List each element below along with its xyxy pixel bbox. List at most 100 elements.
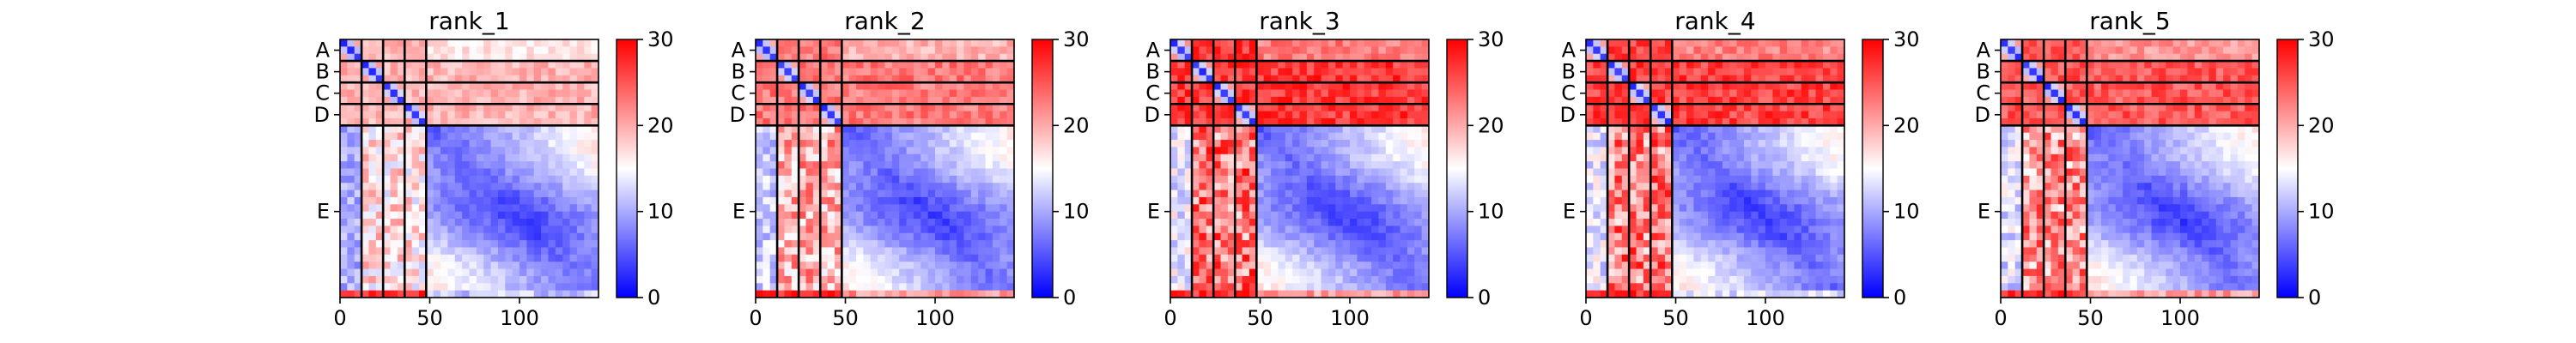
heatmap-cell (1815, 53, 1824, 62)
heatmap-cell (1772, 161, 1781, 170)
heatmap-cell (1256, 82, 1265, 91)
heatmap-cell (1263, 96, 1272, 105)
heatmap-cell (347, 183, 355, 191)
heatmap-cell (1808, 196, 1817, 205)
heatmap-cell (1206, 161, 1214, 170)
heatmap-cell (1306, 104, 1315, 112)
heatmap-cell (483, 53, 492, 62)
heatmap-cell (497, 290, 506, 298)
heatmap-cell (1586, 232, 1594, 241)
heatmap-cell (913, 68, 921, 76)
heatmap-cell (935, 96, 943, 105)
heatmap-cell (541, 268, 550, 277)
heatmap-cell (1672, 132, 1680, 141)
heatmap-cell (777, 125, 786, 134)
heatmap-cell (891, 111, 900, 119)
heatmap-cell (548, 268, 556, 277)
heatmap-cell (1364, 232, 1372, 241)
heatmap-cell (856, 89, 865, 98)
heatmap-cell (1256, 183, 1265, 191)
heatmap-cell (949, 183, 957, 191)
heatmap-cell (999, 254, 1008, 262)
heatmap-cell (383, 96, 392, 105)
heatmap-cell (1249, 53, 1257, 62)
heatmap-cell (878, 140, 886, 148)
heatmap-cell (978, 104, 987, 112)
heatmap-cell (584, 290, 592, 298)
heatmap-cell (1220, 125, 1229, 134)
heatmap-cell (1213, 196, 1222, 205)
heatmap-cell (1600, 89, 1608, 98)
heatmap-cell (799, 111, 807, 119)
heatmap-cell (884, 82, 893, 91)
heatmap-cell (1314, 89, 1322, 98)
heatmap-cell (1672, 111, 1680, 119)
heatmap-cell (1385, 161, 1394, 170)
heatmap-cell (1621, 111, 1630, 119)
heatmap-cell (913, 254, 921, 262)
heatmap-cell (957, 204, 965, 213)
heatmap-cell (1779, 226, 1788, 234)
heatmap-cell (927, 226, 936, 234)
heatmap-cell (1636, 226, 1644, 234)
heatmap-cell (404, 39, 413, 47)
heatmap-cell (791, 175, 799, 184)
heatmap-cell (1679, 117, 1687, 126)
heatmap-cell (375, 262, 384, 270)
heatmap-cell (891, 153, 900, 162)
heatmap-cell (1256, 53, 1265, 62)
heatmap-cell (426, 247, 434, 256)
heatmap-cell (899, 204, 908, 213)
heatmap-cell (562, 96, 571, 105)
heatmap-cell (1170, 247, 1178, 256)
heatmap-cell (1213, 183, 1222, 191)
heatmap-cell (777, 268, 786, 277)
heatmap-cell (1364, 204, 1372, 213)
heatmap-cell (769, 196, 778, 205)
heatmap-cell (963, 161, 972, 170)
heatmap-cell (1607, 147, 1616, 155)
heatmap-cell (462, 226, 471, 234)
heatmap-cell (340, 268, 348, 277)
heatmap-cell (949, 147, 957, 155)
heatmap-cell (576, 268, 585, 277)
heatmap-cell (856, 262, 865, 270)
heatmap-cell (1335, 82, 1344, 91)
heatmap-cell (1736, 211, 1745, 220)
heatmap-cell (576, 147, 585, 155)
heatmap-cell (519, 96, 527, 105)
heatmap-cell (1693, 111, 1702, 119)
heatmap-cell (1278, 161, 1286, 170)
heatmap-cell (347, 96, 355, 105)
heatmap-cell (1227, 89, 1236, 98)
heatmap-cell (1357, 219, 1365, 226)
heatmap-cell (1213, 219, 1222, 226)
heatmap-cell (1822, 104, 1831, 112)
heatmap-cell (863, 132, 872, 141)
heatmap-cell (942, 283, 951, 292)
heatmap-cell (812, 211, 821, 220)
heatmap-cell (1708, 61, 1716, 69)
heatmap-cell (1686, 111, 1695, 119)
heatmap-cell (418, 175, 427, 184)
heatmap-cell (992, 175, 1000, 184)
heatmap-cell (1327, 240, 1336, 249)
heatmap-cell (1664, 39, 1673, 47)
heatmap-cell (1801, 204, 1809, 213)
heatmap-cell (1213, 232, 1222, 241)
heatmap-cell (1758, 68, 1766, 76)
colorbar (1446, 39, 1468, 298)
heatmap-cell (805, 290, 814, 298)
heatmap-cell (999, 111, 1008, 119)
heatmap-cell (762, 140, 771, 148)
heatmap-cell (1206, 240, 1214, 249)
heatmap-cell (1285, 232, 1293, 241)
heatmap-cell (1335, 39, 1344, 47)
heatmap-cell (340, 190, 348, 198)
heatmap-cell (397, 89, 405, 98)
heatmap-cell (1743, 39, 1752, 47)
heatmap-cell (1220, 147, 1229, 155)
heatmap-cell (1801, 175, 1809, 184)
heatmap-cell (927, 117, 936, 126)
heatmap-cell (1614, 168, 1623, 177)
